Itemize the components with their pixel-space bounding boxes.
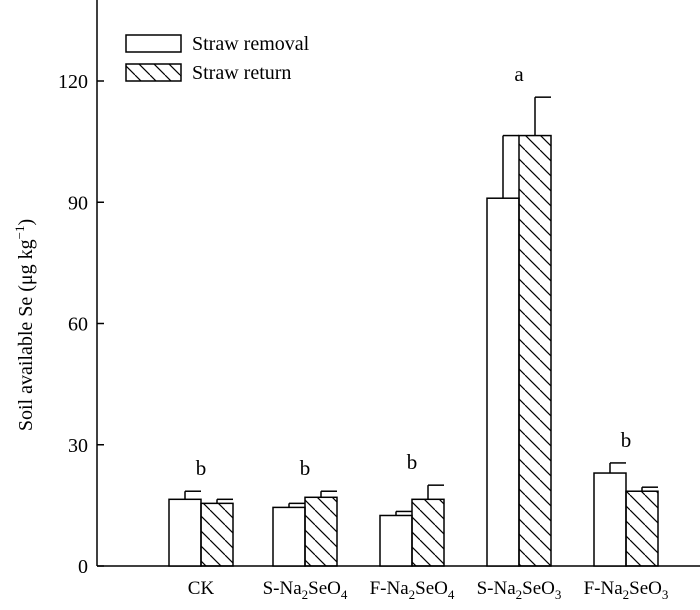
y-tick-label: 90 <box>68 192 88 214</box>
legend-swatch <box>125 34 182 53</box>
x-axis-labels: CK S-Na2SeO4 F-Na2SeO4 S-Na2SeO3 F-Na2SeO3 <box>188 578 669 602</box>
bar-straw-return <box>411 498 445 567</box>
significance-letter: b <box>300 456 311 480</box>
bar-straw-return <box>518 134 552 567</box>
y-tick-label: 30 <box>68 435 88 457</box>
y-axis-title: Soil available Se (μg kg−1) <box>12 219 37 431</box>
bar-straw-removal <box>593 472 627 567</box>
y-tick-label: 60 <box>68 314 88 336</box>
significance-letters: b b b a b <box>196 62 632 480</box>
bar-straw-return <box>304 496 338 567</box>
significance-letter: a <box>514 62 524 86</box>
y-axis-ticks: 0 30 60 90 120 <box>58 71 104 578</box>
x-category-label: S-Na2SeO3 <box>477 578 562 602</box>
y-tick-label: 120 <box>58 71 88 93</box>
legend-label: Straw removal <box>192 33 310 55</box>
x-category-label: F-Na2SeO3 <box>584 578 669 602</box>
y-tick-label: 0 <box>78 556 88 578</box>
bar-straw-removal <box>486 197 520 567</box>
x-category-label: CK <box>188 578 215 599</box>
legend-label: Straw return <box>192 62 291 84</box>
bar-straw-return <box>200 502 234 567</box>
bar-straw-removal <box>379 514 413 567</box>
significance-letter: b <box>196 456 207 480</box>
bar-straw-removal <box>272 506 306 567</box>
x-category-label: F-Na2SeO4 <box>370 578 455 602</box>
x-category-label: S-Na2SeO4 <box>263 578 348 602</box>
bar-straw-removal <box>168 498 202 567</box>
bars <box>168 134 659 567</box>
legend-swatch <box>125 63 182 82</box>
error-bars <box>184 96 658 516</box>
legend: Straw removal Straw return <box>125 33 310 84</box>
significance-letter: b <box>621 428 632 452</box>
bar-straw-return <box>625 490 659 567</box>
significance-letter: b <box>407 450 418 474</box>
